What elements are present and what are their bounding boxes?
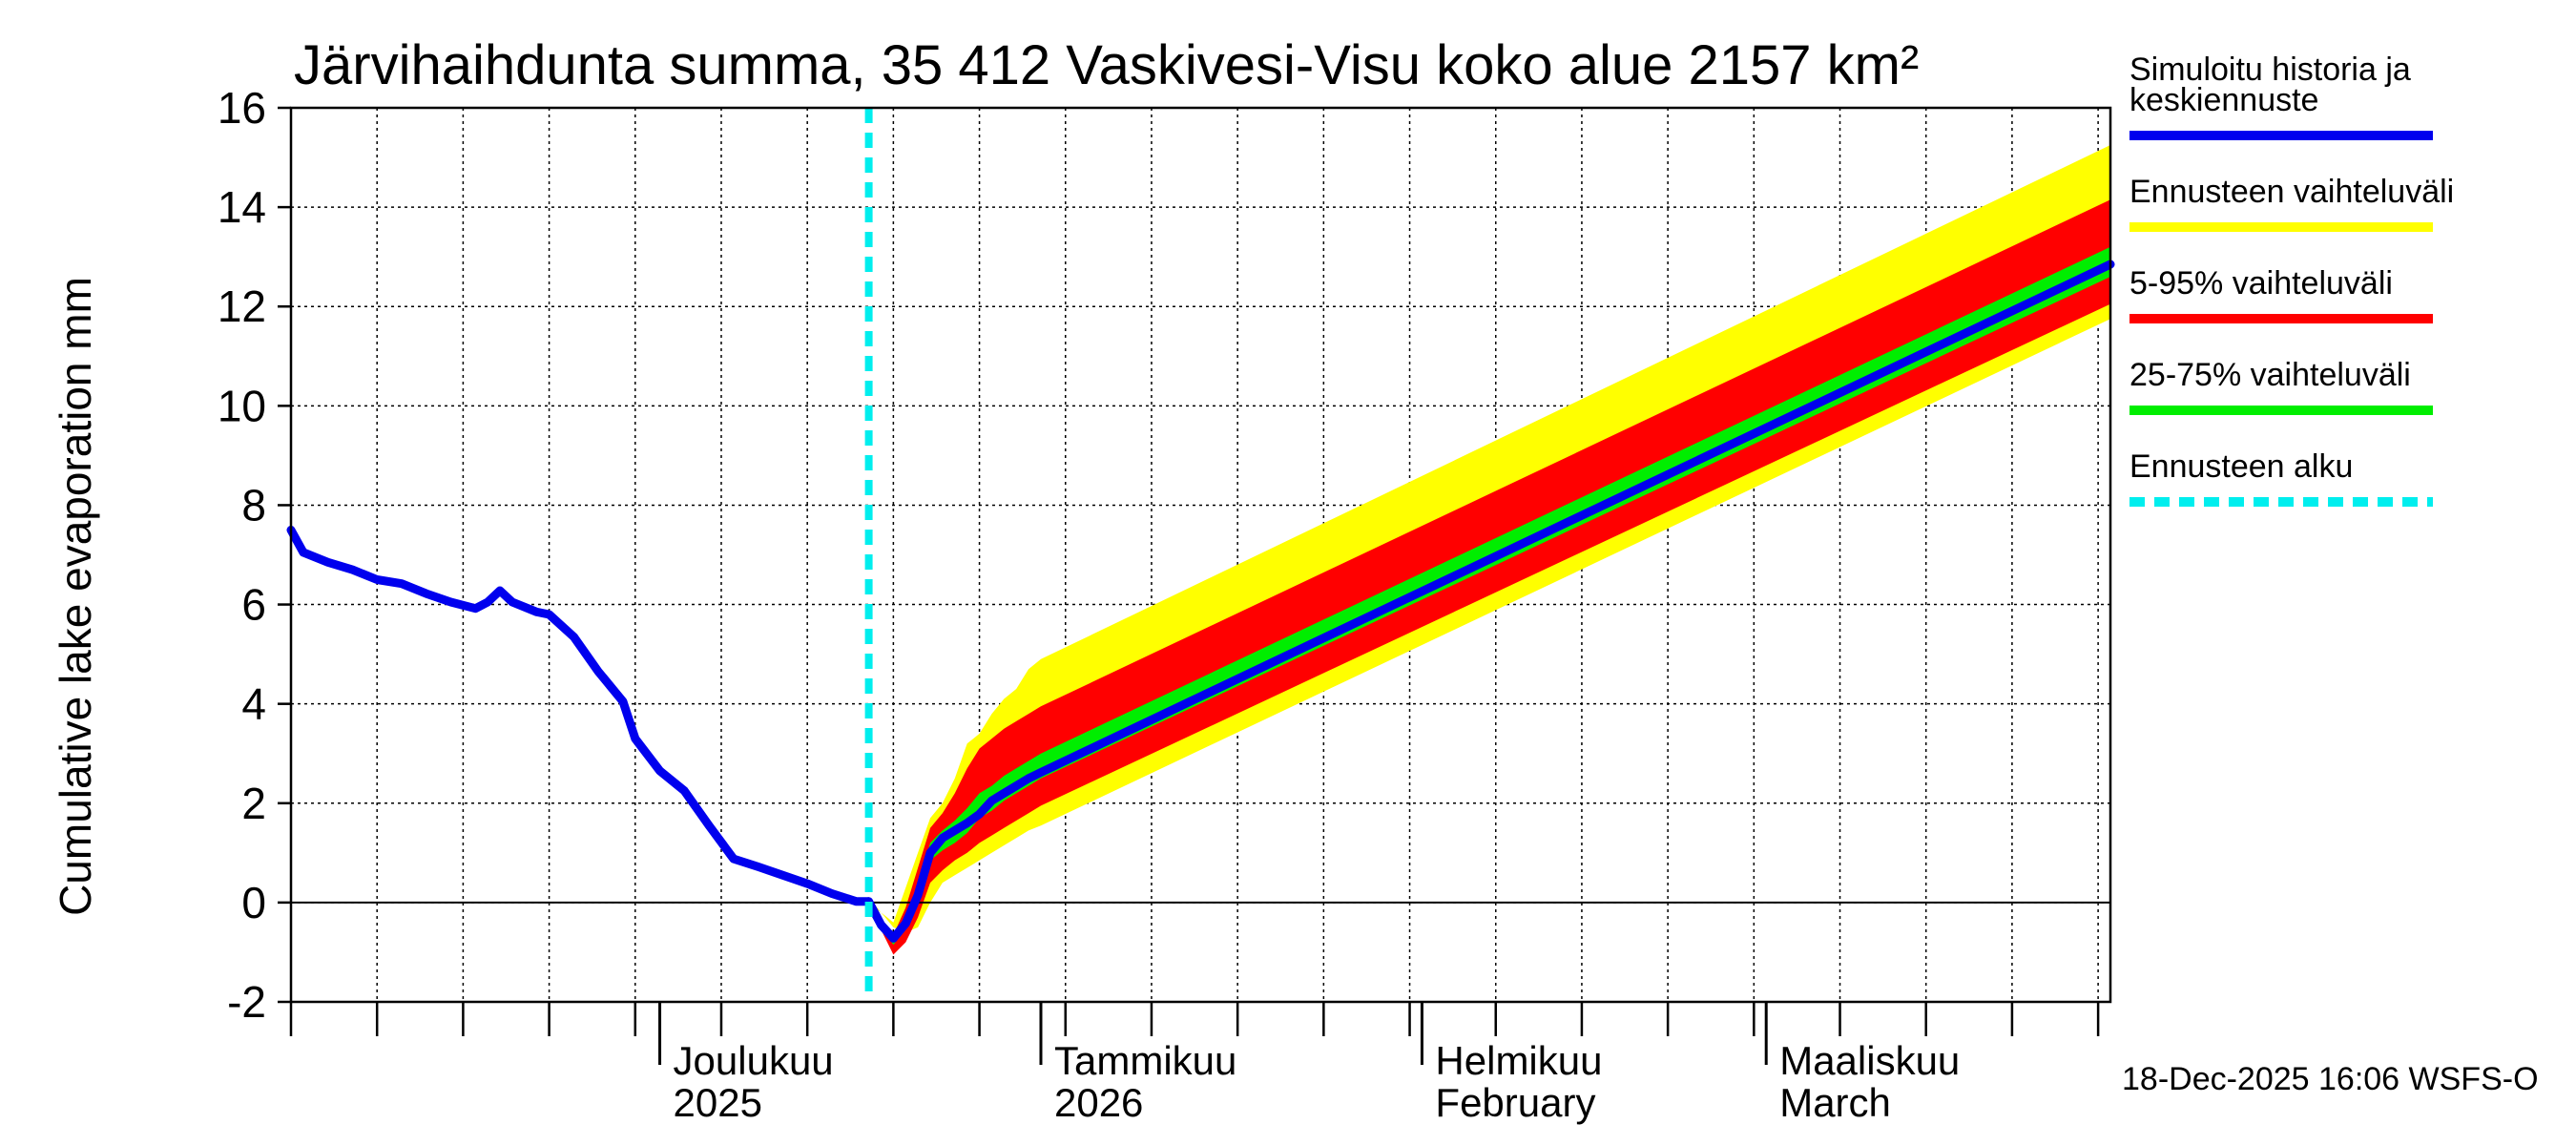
axes-frame (289, 106, 2112, 1004)
y-tick-label: 2 (241, 779, 266, 828)
month-sublabel: February (1435, 1080, 1595, 1125)
footer-timestamp: 18-Dec-2025 16:06 WSFS-O (2122, 1061, 2539, 1097)
y-tick-label: 0 (241, 878, 266, 927)
legend-label: Ennusteen vaihteluväli (2129, 174, 2454, 210)
month-label: Joulukuu (674, 1038, 834, 1083)
plot-frame (289, 106, 2112, 1004)
y-tick-label: 12 (218, 281, 266, 331)
history-line (286, 526, 874, 906)
month-label: Helmikuu (1435, 1038, 1602, 1083)
legend-label: 5-95% vaihteluväli (2129, 265, 2393, 302)
legend-label: 25-75% vaihteluväli (2129, 357, 2411, 393)
median-forecast-line (864, 260, 2115, 943)
chart-title: Järvihaihdunta summa, 35 412 Vaskivesi-V… (294, 34, 1919, 96)
y-axis-label: Cumulative lake evaporation mm (51, 277, 100, 916)
y-tick-label: -2 (227, 977, 266, 1027)
forecast-bands (868, 145, 2110, 955)
band-5-95-vaihteluv-li (868, 199, 2110, 955)
month-sublabel: 2026 (1054, 1080, 1143, 1125)
legend-label: Ennusteen alku (2129, 448, 2353, 485)
y-tick-label: 14 (218, 182, 266, 232)
month-label: Tammikuu (1054, 1038, 1236, 1083)
legend-label: keskiennuste (2129, 82, 2318, 118)
legend-label: Simuloitu historia ja (2129, 52, 2411, 88)
month-label: Maaliskuu (1779, 1038, 1960, 1083)
series-lines (286, 108, 2115, 1002)
y-tick-label: 10 (218, 381, 266, 430)
band-25-75-vaihteluv-li (868, 246, 2110, 946)
month-sublabel: March (1779, 1080, 1891, 1125)
y-tick-label: 6 (241, 580, 266, 630)
y-tick-label: 16 (218, 83, 266, 133)
grid (291, 108, 2110, 1002)
month-sublabel: 2025 (674, 1080, 762, 1125)
y-tick-label: 4 (241, 679, 266, 729)
y-tick-label: 8 (241, 480, 266, 530)
